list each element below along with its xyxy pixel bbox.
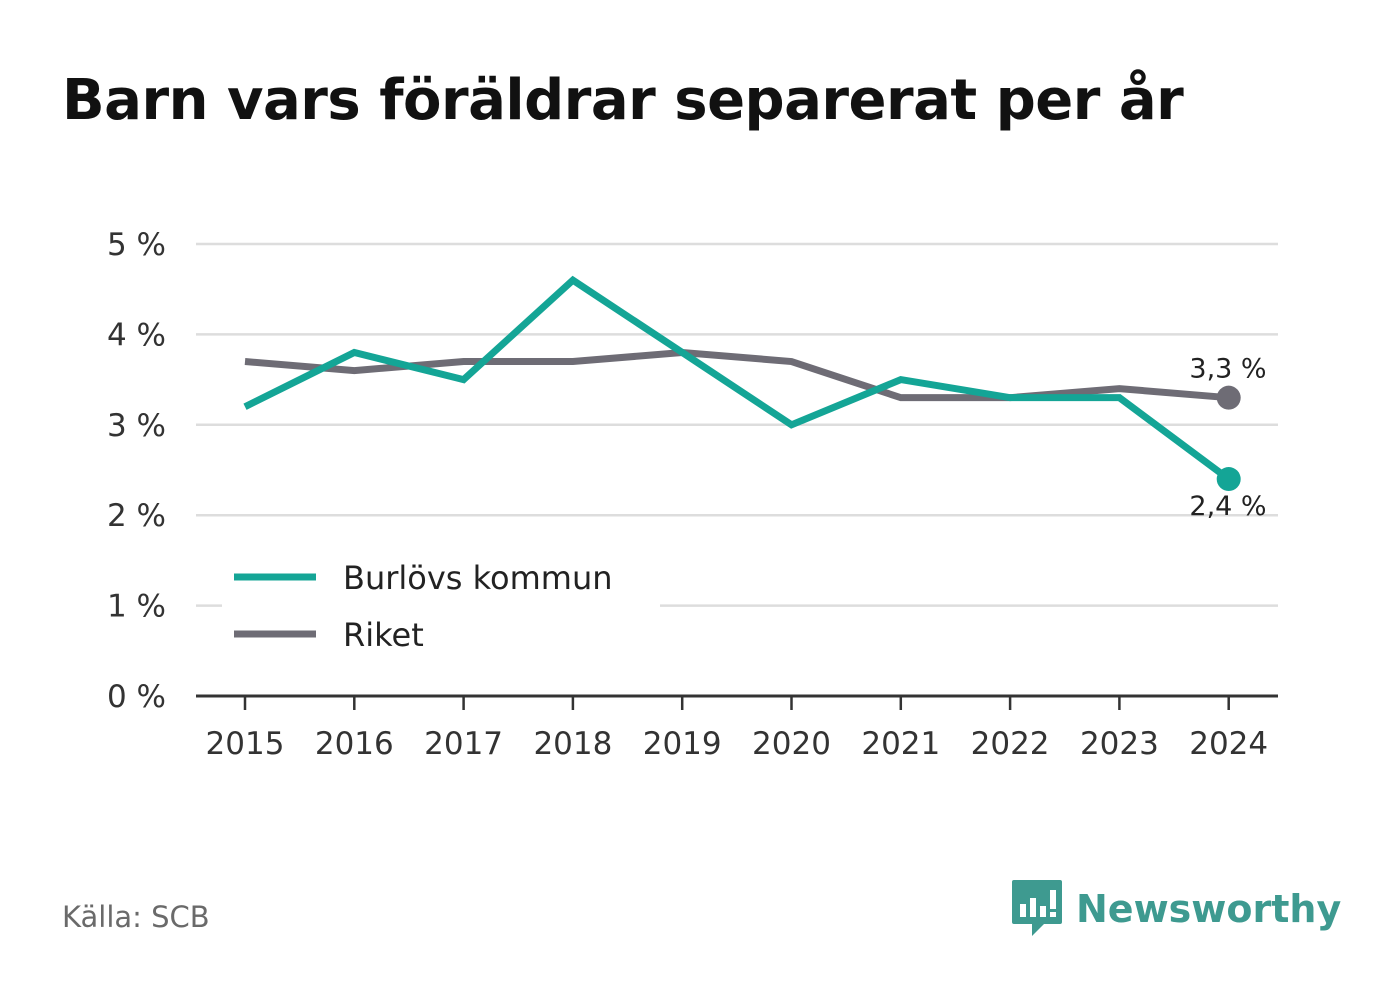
x-tick-label: 2020 — [752, 726, 831, 762]
legend-label: Burlövs kommun — [343, 559, 613, 597]
x-tick-label: 2022 — [971, 726, 1050, 762]
legend-label: Riket — [343, 616, 424, 654]
x-tick-label: 2024 — [1189, 726, 1268, 762]
y-tick-label: 3 % — [107, 408, 166, 444]
brand-name: Newsworthy — [1076, 887, 1342, 931]
legend-background — [222, 548, 660, 660]
x-tick-label: 2018 — [533, 726, 612, 762]
y-tick-label: 4 % — [107, 317, 166, 353]
end-point-marker — [1216, 385, 1241, 410]
chart-title: Barn vars föräldrar separerat per år — [62, 68, 1184, 133]
end-label-burlovs-kommun: 2,4 % — [1189, 491, 1266, 522]
x-tick-label: 2023 — [1080, 726, 1159, 762]
end-point-marker — [1216, 467, 1241, 492]
y-tick-label: 5 % — [107, 227, 166, 263]
x-axis: 2015 2016 2017 2018 2019 2020 2021 2022 2023 2024 — [196, 694, 1278, 762]
end-label-riket: 3,3 % — [1189, 354, 1266, 385]
brand-logo: Newsworthy — [1010, 878, 1341, 940]
x-tick-label: 2016 — [315, 726, 394, 762]
end-labels: 3,3 % 2,4 % — [1189, 354, 1266, 522]
y-tick-label: 1 % — [107, 589, 166, 625]
x-tick-label: 2017 — [424, 726, 503, 762]
x-tick-label: 2019 — [643, 726, 722, 762]
series-line — [243, 275, 1231, 482]
x-tick-label: 2021 — [861, 726, 940, 762]
legend: Burlövs kommun Riket — [222, 548, 660, 660]
newsworthy-logo-icon — [1012, 880, 1062, 936]
x-tick-label: 2015 — [206, 726, 285, 762]
source-note: Källa: SCB — [62, 900, 210, 934]
y-tick-label: 2 % — [107, 498, 166, 534]
y-axis-ticks: 0 % 1 % 2 % 3 % 4 % 5 % — [107, 227, 166, 715]
y-tick-label: 0 % — [107, 679, 166, 715]
series-burlovs-kommun — [243, 275, 1241, 492]
